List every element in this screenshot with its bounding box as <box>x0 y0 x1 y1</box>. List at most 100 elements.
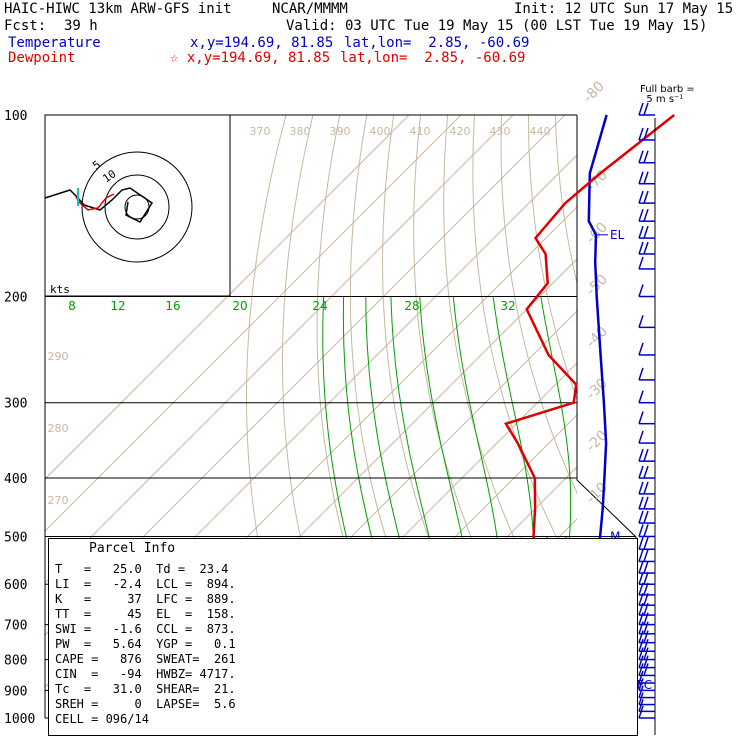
wind-barb-flag <box>638 171 644 184</box>
mixing-ratio-label: 12 <box>110 299 125 313</box>
parcel-row: K = 37 LFC = 889. <box>55 592 236 606</box>
parcel-row: TT = 45 EL = 158. <box>55 607 236 621</box>
wind-barb-flag <box>638 315 644 328</box>
temperature-legend-label: Temperature <box>8 35 101 51</box>
wind-barb-flag <box>643 208 649 222</box>
parcel-row: CIN = -94 HWBZ= 4717. <box>55 667 236 681</box>
theta-label: 370 <box>250 125 271 138</box>
wind-barb-flag <box>643 639 649 652</box>
wind-barb-flag <box>638 678 644 691</box>
theta-label: 280 <box>48 422 69 435</box>
wind-barb-flag <box>643 190 649 204</box>
theta-label: 400 <box>370 125 391 138</box>
hodograph-ring <box>104 174 170 240</box>
pressure-tick-label: 700 <box>4 619 27 634</box>
theta-label: 410 <box>410 125 431 138</box>
wind-barb-flag <box>643 448 649 462</box>
wind-barb-flag <box>643 592 649 606</box>
isotherm-label: -40 <box>583 323 610 350</box>
wind-barb-flag <box>643 537 649 550</box>
wind-barb-flag <box>638 699 644 712</box>
wind-barb-flag <box>638 663 644 676</box>
parcel-row: PW = 5.64 YGP = 0.1 <box>55 637 236 651</box>
wind-barb-flag <box>638 411 644 424</box>
wind-barb-flag <box>643 647 649 660</box>
wind-barb-flag <box>638 225 644 239</box>
wind-barb-flag <box>638 342 644 356</box>
wind-barb-flag <box>643 621 649 635</box>
mixing-ratio-label: 20 <box>232 299 247 313</box>
theta-label: 390 <box>330 125 351 138</box>
isotherm-label: -10 <box>583 479 610 506</box>
isotherm-line <box>690 115 740 718</box>
wind-barb-flag <box>638 102 644 116</box>
wind-barb-flag <box>638 612 644 625</box>
parcel-info-title: Parcel Info <box>89 541 176 556</box>
init-time: Init: 12 UTC Sun 17 May 15 <box>514 1 734 17</box>
pressure-tick-label: 900 <box>4 684 27 699</box>
wind-barb-flag <box>643 549 649 562</box>
wind-barb-flag <box>638 481 644 495</box>
wind-barb-flag <box>643 150 649 163</box>
wind-barb-flag <box>638 190 644 204</box>
wind-barb-flag <box>638 448 644 462</box>
annotation-label: M <box>610 529 620 543</box>
wind-barb-flag <box>638 621 644 635</box>
wind-barb-flag <box>643 582 649 596</box>
wind-barb-flag <box>638 127 644 141</box>
dry-adiabat-line <box>527 115 577 401</box>
wind-barb-flag <box>638 705 644 719</box>
wind-barb-flag <box>643 127 649 141</box>
mixing-ratio-label: 24 <box>312 299 327 313</box>
wind-barb-flag <box>643 612 649 625</box>
wind-barb-flag <box>638 630 644 643</box>
theta-label: 430 <box>490 125 511 138</box>
mixing-ratio-label: 8 <box>68 299 76 313</box>
wind-barb-flag <box>638 582 644 596</box>
wind-barb-flag <box>643 630 649 643</box>
fcst-value: 39 h <box>64 18 98 34</box>
parcel-row: SREH = 0 LAPSE= 5.6 <box>55 697 236 711</box>
parcel-row: T = 25.0 Td = 23.4 <box>55 562 229 576</box>
parcel-info-box: Parcel Info T = 25.0 Td = 23.4 LI = -2.4… <box>48 538 638 736</box>
theta-label: 420 <box>450 125 471 138</box>
model-title: HAIC-HIWC 13km ARW-GFS init <box>4 1 232 17</box>
wind-barb-flag <box>638 639 644 652</box>
wind-barb-flag <box>643 655 649 668</box>
wind-barb-flag <box>638 560 644 574</box>
theta-label: 270 <box>48 494 69 507</box>
wind-barb-flag <box>643 102 649 116</box>
wind-barb-flag <box>638 670 644 684</box>
parcel-row: Tc = 31.0 SHEAR= 21. <box>55 682 236 696</box>
isotherm-label: -60 <box>583 219 610 246</box>
wind-barb-flag <box>643 496 649 510</box>
isotherm-line <box>45 115 514 584</box>
wind-barb-flag <box>638 208 644 222</box>
mixing-ratio-label: 16 <box>165 299 180 313</box>
wind-barb-flag <box>638 496 644 510</box>
wind-barb-flag <box>638 647 644 660</box>
hodograph-axis-label: kts <box>50 283 70 296</box>
wind-barb-flag <box>638 465 644 479</box>
valid-time: Valid: 03 UTC Tue 19 May 15 (00 LST Tue … <box>286 18 708 34</box>
hodograph-ring <box>81 151 193 263</box>
isotherm-line <box>45 115 410 480</box>
wind-barb-flag <box>643 171 649 184</box>
wind-barb-flag <box>643 571 649 585</box>
dewpoint-legend-label: Dewpoint <box>8 50 76 66</box>
isotherm-line <box>45 115 462 532</box>
theta-label: 440 <box>530 125 551 138</box>
wind-barb-flag <box>638 602 644 616</box>
wind-barb-flag <box>638 549 644 562</box>
dry-adiabat-line <box>717 115 740 718</box>
wind-barb-flag <box>638 592 644 606</box>
wind-barb-flag <box>638 510 644 524</box>
wind-barb-flag <box>638 284 644 297</box>
wind-barb-flag <box>643 602 649 616</box>
wind-barb-flag <box>643 510 649 524</box>
dry-adiabat-line <box>690 115 740 718</box>
wind-barb-flag <box>638 571 644 585</box>
mixing-ratio-label: 28 <box>404 299 419 313</box>
wind-barb-flag <box>638 537 644 550</box>
parcel-row: LI = -2.4 LCL = 894. <box>55 577 236 591</box>
